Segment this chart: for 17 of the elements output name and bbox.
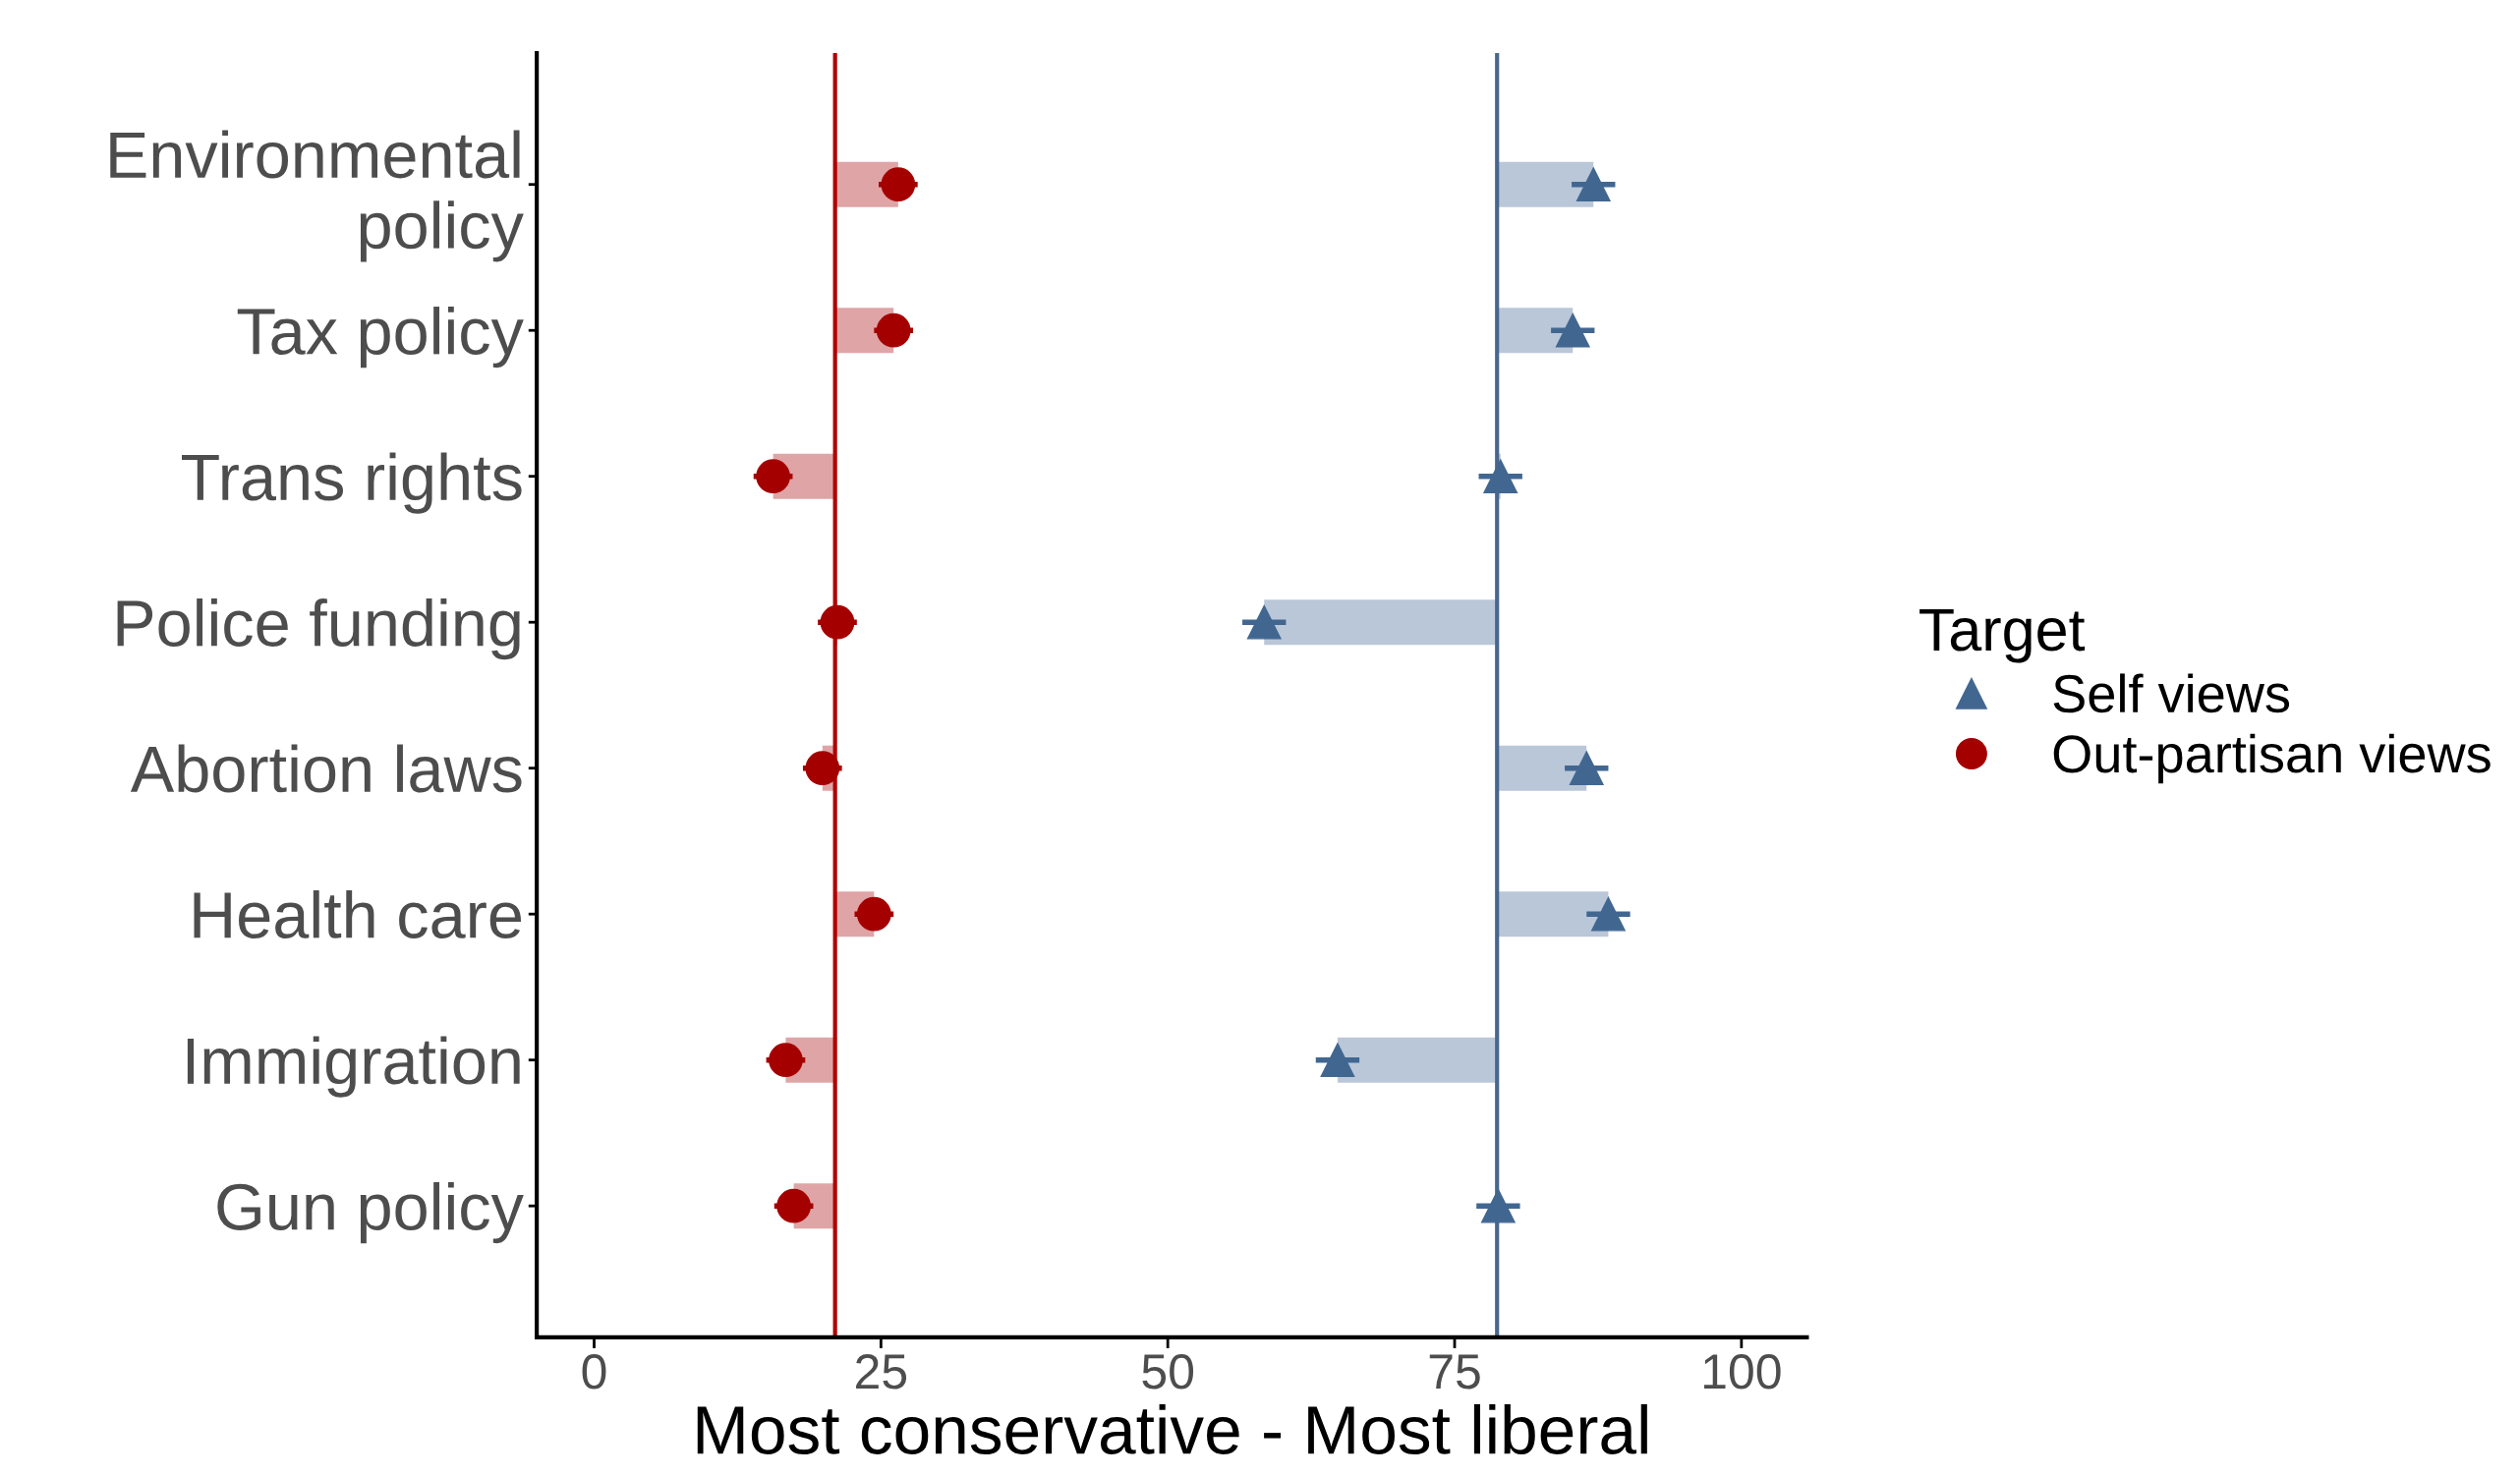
y-tick-label: Environmental policy <box>110 130 524 262</box>
y-tick-label: Tax policy <box>237 307 524 369</box>
x-tick-label: 0 <box>582 1354 606 1390</box>
legend-label: Out-partisan views <box>2053 733 2491 784</box>
x-tick-label: 50 <box>1142 1354 1194 1390</box>
legend-label: Self views <box>2053 673 2290 713</box>
y-tick-label: Trans rights <box>182 452 522 514</box>
y-tick-label: Health care <box>194 890 521 938</box>
x-tick-label: 100 <box>1703 1354 1781 1390</box>
x-tick-label: 75 <box>1429 1354 1480 1390</box>
y-tick-label: Gun policy <box>217 1182 524 1244</box>
y-tick-label: Immigration <box>187 1036 520 1098</box>
legend-title: Target <box>1919 608 2086 663</box>
y-tick-label: Abortion laws <box>130 744 522 793</box>
y-tick-label: Police funding <box>117 598 520 660</box>
x-tick-label: 25 <box>856 1354 907 1390</box>
x-axis-title: Most conservative - Most liberal <box>697 1403 1647 1454</box>
